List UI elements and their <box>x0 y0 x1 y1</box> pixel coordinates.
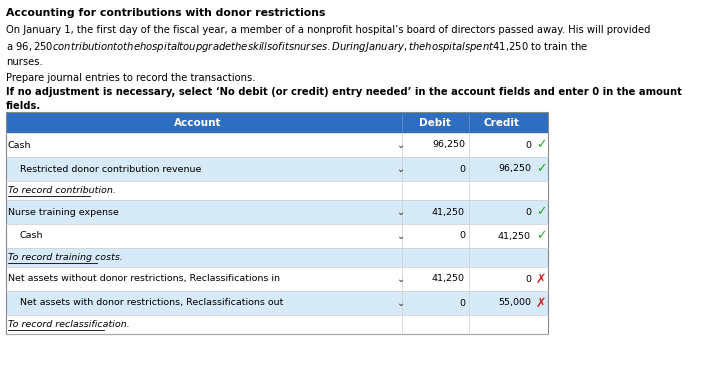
Text: 41,250: 41,250 <box>498 232 531 240</box>
Text: 55,000: 55,000 <box>498 298 531 307</box>
Bar <box>6 315 548 334</box>
Text: Nurse training expense: Nurse training expense <box>8 208 119 217</box>
Text: To record contribution.: To record contribution. <box>8 186 116 195</box>
Text: 0: 0 <box>525 275 531 283</box>
Bar <box>6 248 548 267</box>
Text: ✓: ✓ <box>536 205 546 218</box>
Text: Net assets without donor restrictions, Reclassifications in: Net assets without donor restrictions, R… <box>8 275 280 283</box>
Text: Debit: Debit <box>419 117 451 128</box>
Text: ✓: ✓ <box>536 162 546 175</box>
Bar <box>6 224 548 248</box>
Text: ✓: ✓ <box>536 230 546 242</box>
Text: Net assets with donor restrictions, Reclassifications out: Net assets with donor restrictions, Recl… <box>20 298 284 307</box>
Text: 96,250: 96,250 <box>432 141 465 150</box>
Text: Account: Account <box>174 117 222 128</box>
Bar <box>6 291 548 315</box>
Bar <box>6 267 548 291</box>
Text: ✗: ✗ <box>536 273 546 285</box>
Text: To record reclassification.: To record reclassification. <box>8 320 130 329</box>
Text: Cash: Cash <box>8 141 32 150</box>
Bar <box>6 181 548 200</box>
Text: ✗: ✗ <box>536 297 546 310</box>
Text: Cash: Cash <box>20 232 43 240</box>
Bar <box>6 112 548 334</box>
Text: ⌄: ⌄ <box>397 207 405 217</box>
Text: 0: 0 <box>459 298 465 307</box>
Text: Restricted donor contribution revenue: Restricted donor contribution revenue <box>20 165 202 174</box>
Bar <box>6 200 548 224</box>
Text: 0: 0 <box>525 141 531 150</box>
Text: 96,250: 96,250 <box>498 165 531 174</box>
Text: ⌄: ⌄ <box>397 231 405 241</box>
Text: On January 1, the first day of the fiscal year, a member of a nonprofit hospital: On January 1, the first day of the fisca… <box>6 25 650 67</box>
Text: 41,250: 41,250 <box>432 208 465 217</box>
Text: ⌄: ⌄ <box>397 274 405 284</box>
Text: Accounting for contributions with donor restrictions: Accounting for contributions with donor … <box>6 8 325 18</box>
Text: To record training costs.: To record training costs. <box>8 253 123 262</box>
Text: 41,250: 41,250 <box>432 275 465 283</box>
Text: ⌄: ⌄ <box>397 164 405 174</box>
Text: 0: 0 <box>459 232 465 240</box>
Bar <box>6 157 548 181</box>
Text: If no adjustment is necessary, select ‘No debit (or credit) entry needed’ in the: If no adjustment is necessary, select ‘N… <box>6 87 682 111</box>
Bar <box>6 133 548 157</box>
Bar <box>6 112 548 133</box>
Text: Prepare journal entries to record the transactions.: Prepare journal entries to record the tr… <box>6 73 256 83</box>
Text: ✓: ✓ <box>536 138 546 151</box>
Text: ⌄: ⌄ <box>397 298 405 308</box>
Text: 0: 0 <box>525 208 531 217</box>
Text: 0: 0 <box>459 165 465 174</box>
Text: ⌄: ⌄ <box>397 140 405 150</box>
Text: Credit: Credit <box>484 117 520 128</box>
